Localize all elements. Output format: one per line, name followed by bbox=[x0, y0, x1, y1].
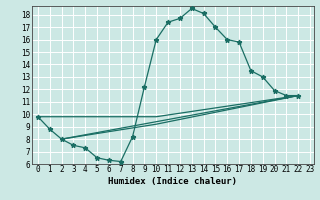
X-axis label: Humidex (Indice chaleur): Humidex (Indice chaleur) bbox=[108, 177, 237, 186]
